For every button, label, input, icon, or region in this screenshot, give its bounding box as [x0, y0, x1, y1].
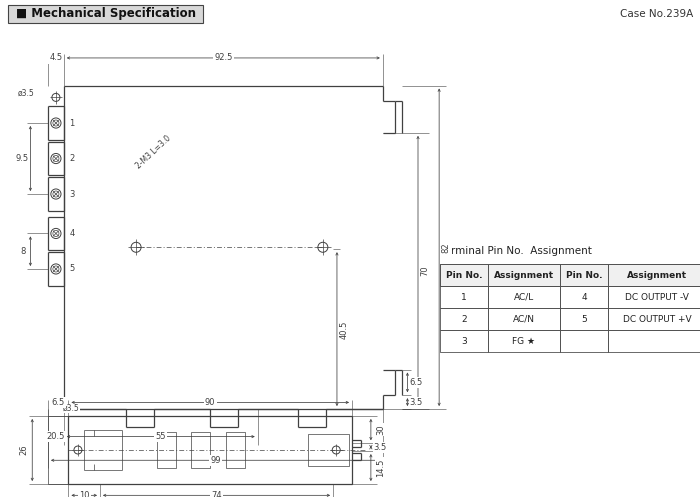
- Text: 3.5: 3.5: [410, 398, 423, 407]
- Bar: [560, 286, 608, 308]
- Text: 6.5: 6.5: [410, 378, 423, 387]
- Bar: [440, 308, 488, 330]
- Text: 4: 4: [581, 293, 587, 302]
- Text: Terminal Pin No.  Assignment: Terminal Pin No. Assignment: [440, 246, 592, 256]
- Text: 40.5: 40.5: [340, 321, 349, 339]
- Text: ■ Mechanical Specification: ■ Mechanical Specification: [16, 7, 196, 20]
- Bar: [308, 434, 349, 466]
- Text: AC/N: AC/N: [513, 315, 535, 324]
- Text: 3: 3: [69, 189, 74, 198]
- Text: 4: 4: [69, 229, 74, 238]
- Text: 6.5: 6.5: [52, 398, 65, 407]
- Text: 14.5: 14.5: [376, 458, 385, 477]
- Text: 3.5: 3.5: [374, 443, 387, 452]
- Bar: [608, 308, 700, 330]
- Bar: [440, 264, 488, 286]
- Bar: [560, 308, 608, 330]
- Bar: [440, 286, 488, 308]
- Bar: [226, 432, 245, 468]
- Text: Pin No.: Pin No.: [566, 270, 602, 279]
- Text: DC OUTPUT -V: DC OUTPUT -V: [625, 293, 689, 302]
- Text: Assignment: Assignment: [494, 270, 554, 279]
- Bar: [488, 286, 560, 308]
- Text: 1: 1: [69, 118, 74, 128]
- Text: 4.5: 4.5: [50, 54, 62, 63]
- Text: 30: 30: [376, 424, 385, 435]
- Bar: [608, 264, 700, 286]
- Text: 2: 2: [461, 315, 467, 324]
- Bar: [488, 330, 560, 352]
- Bar: [440, 330, 488, 352]
- Bar: [488, 308, 560, 330]
- Text: 9.5: 9.5: [15, 154, 28, 163]
- Text: 1: 1: [461, 293, 467, 302]
- Text: DC OUTPUT +V: DC OUTPUT +V: [623, 315, 692, 324]
- Text: ø3.5: ø3.5: [18, 89, 34, 98]
- Text: 26: 26: [20, 445, 29, 455]
- Bar: [560, 330, 608, 352]
- Text: FG ★: FG ★: [512, 336, 536, 345]
- Text: 55: 55: [155, 432, 166, 441]
- Text: 99: 99: [210, 456, 220, 465]
- Text: 70: 70: [421, 265, 430, 276]
- Text: 82: 82: [442, 242, 451, 252]
- Text: Pin No.: Pin No.: [446, 270, 482, 279]
- Bar: [157, 432, 176, 468]
- Text: 10: 10: [79, 491, 90, 497]
- Bar: [608, 286, 700, 308]
- Text: 2-M3 L=3.0: 2-M3 L=3.0: [134, 134, 173, 171]
- Text: 20.5: 20.5: [47, 432, 65, 441]
- Text: 74: 74: [211, 491, 222, 497]
- Bar: [488, 264, 560, 286]
- Bar: [69, 416, 352, 484]
- Text: 5: 5: [581, 315, 587, 324]
- Text: ø3.5: ø3.5: [63, 404, 80, 413]
- Text: Case No.239A    Unit:mm: Case No.239A Unit:mm: [620, 9, 700, 19]
- Text: 90: 90: [205, 398, 216, 407]
- Text: 8: 8: [20, 247, 26, 256]
- Text: 3: 3: [461, 336, 467, 345]
- Text: AC/L: AC/L: [514, 293, 534, 302]
- Text: 92.5: 92.5: [214, 54, 232, 63]
- Text: Assignment: Assignment: [627, 270, 687, 279]
- Bar: [440, 264, 700, 286]
- Bar: [608, 330, 700, 352]
- Bar: [560, 264, 608, 286]
- Text: 5: 5: [69, 264, 74, 273]
- Bar: [8, 5, 203, 23]
- Text: 2: 2: [69, 154, 74, 163]
- Bar: [191, 432, 210, 468]
